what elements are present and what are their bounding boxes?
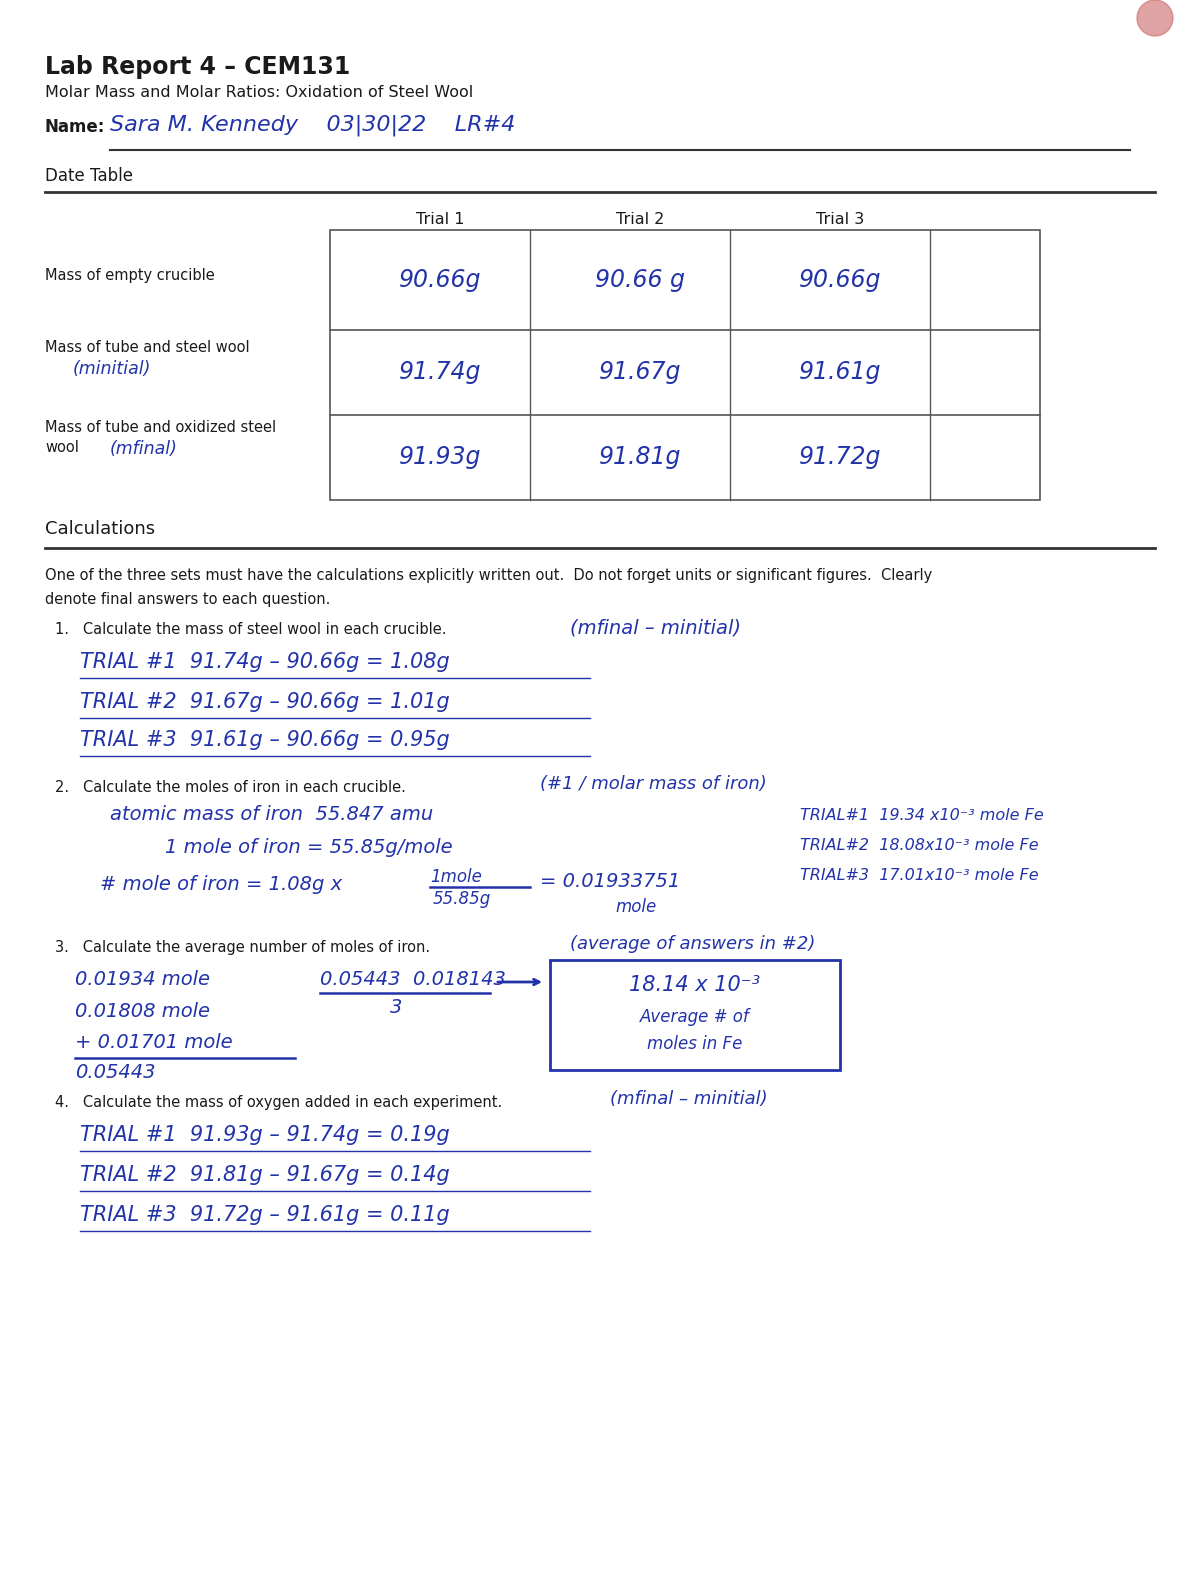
Text: Calculations: Calculations bbox=[46, 520, 155, 539]
Text: 91.93g: 91.93g bbox=[398, 445, 481, 469]
Text: TRIAL #2  91.67g – 90.66g = 1.01g: TRIAL #2 91.67g – 90.66g = 1.01g bbox=[80, 692, 450, 711]
Circle shape bbox=[1138, 0, 1174, 36]
Text: 1 mole of iron = 55.85g/mole: 1 mole of iron = 55.85g/mole bbox=[166, 838, 452, 857]
Text: TRIAL #1  91.93g – 91.74g = 0.19g: TRIAL #1 91.93g – 91.74g = 0.19g bbox=[80, 1125, 450, 1145]
Text: 90.66 g: 90.66 g bbox=[595, 268, 685, 291]
Text: + 0.01701 mole: + 0.01701 mole bbox=[74, 1033, 233, 1052]
Text: (average of answers in #2): (average of answers in #2) bbox=[570, 935, 815, 954]
Text: TRIAL#3  17.01x10⁻³ mole Fe: TRIAL#3 17.01x10⁻³ mole Fe bbox=[800, 868, 1039, 882]
Text: TRIAL#2  18.08x10⁻³ mole Fe: TRIAL#2 18.08x10⁻³ mole Fe bbox=[800, 838, 1039, 854]
Text: 90.66g: 90.66g bbox=[799, 268, 881, 291]
Text: Lab Report 4 – CEM131: Lab Report 4 – CEM131 bbox=[46, 55, 350, 79]
Text: (#1 / molar mass of iron): (#1 / molar mass of iron) bbox=[540, 775, 767, 794]
Text: Mass of tube and steel wool: Mass of tube and steel wool bbox=[46, 341, 250, 355]
Text: Molar Mass and Molar Ratios: Oxidation of Steel Wool: Molar Mass and Molar Ratios: Oxidation o… bbox=[46, 86, 473, 100]
Text: (mfinal – minitial): (mfinal – minitial) bbox=[610, 1090, 768, 1107]
Text: Average # of: Average # of bbox=[640, 1007, 750, 1026]
Text: (mfinal – minitial): (mfinal – minitial) bbox=[570, 618, 742, 637]
Text: 3: 3 bbox=[390, 998, 402, 1017]
Text: TRIAL #2  91.81g – 91.67g = 0.14g: TRIAL #2 91.81g – 91.67g = 0.14g bbox=[80, 1164, 450, 1185]
Text: TRIAL #3  91.72g – 91.61g = 0.11g: TRIAL #3 91.72g – 91.61g = 0.11g bbox=[80, 1205, 450, 1224]
Text: TRIAL #3  91.61g – 90.66g = 0.95g: TRIAL #3 91.61g – 90.66g = 0.95g bbox=[80, 730, 450, 749]
Text: 91.61g: 91.61g bbox=[799, 360, 881, 383]
Text: 91.81g: 91.81g bbox=[599, 445, 682, 469]
Text: 1.   Calculate the mass of steel wool in each crucible.: 1. Calculate the mass of steel wool in e… bbox=[55, 623, 446, 637]
Text: 90.66g: 90.66g bbox=[398, 268, 481, 291]
Text: 2.   Calculate the moles of iron in each crucible.: 2. Calculate the moles of iron in each c… bbox=[55, 779, 406, 795]
Text: TRIAL#1  19.34 x10⁻³ mole Fe: TRIAL#1 19.34 x10⁻³ mole Fe bbox=[800, 808, 1044, 824]
Text: Mass of tube and oxidized steel: Mass of tube and oxidized steel bbox=[46, 420, 276, 436]
Text: Trial 3: Trial 3 bbox=[816, 212, 864, 227]
Text: 1mole: 1mole bbox=[430, 868, 482, 885]
Bar bbox=[550, 960, 840, 1071]
Bar bbox=[330, 230, 1040, 501]
Text: 91.72g: 91.72g bbox=[799, 445, 881, 469]
Text: TRIAL #1  91.74g – 90.66g = 1.08g: TRIAL #1 91.74g – 90.66g = 1.08g bbox=[80, 653, 450, 672]
Text: denote final answers to each question.: denote final answers to each question. bbox=[46, 592, 330, 607]
Text: 0.01934 mole: 0.01934 mole bbox=[74, 969, 210, 988]
Text: One of the three sets must have the calculations explicitly written out.  Do not: One of the three sets must have the calc… bbox=[46, 569, 932, 583]
Text: # mole of iron = 1.08g x: # mole of iron = 1.08g x bbox=[100, 874, 342, 893]
Text: (minitial): (minitial) bbox=[73, 360, 151, 379]
Text: 55.85g: 55.85g bbox=[433, 890, 491, 908]
Text: atomic mass of iron  55.847 amu: atomic mass of iron 55.847 amu bbox=[110, 805, 433, 824]
Text: (mfinal): (mfinal) bbox=[110, 440, 178, 458]
Text: 91.74g: 91.74g bbox=[398, 360, 481, 383]
Text: Sara M. Kennedy    03|30|22    LR#4: Sara M. Kennedy 03|30|22 LR#4 bbox=[110, 114, 515, 136]
Text: = 0.01933751: = 0.01933751 bbox=[540, 873, 680, 890]
Text: 4.   Calculate the mass of oxygen added in each experiment.: 4. Calculate the mass of oxygen added in… bbox=[55, 1095, 503, 1110]
Text: mole: mole bbox=[616, 898, 656, 916]
Text: Date Table: Date Table bbox=[46, 166, 133, 185]
Text: moles in Fe: moles in Fe bbox=[647, 1034, 743, 1053]
Text: Name:: Name: bbox=[46, 117, 106, 136]
Text: 91.67g: 91.67g bbox=[599, 360, 682, 383]
Text: 3.   Calculate the average number of moles of iron.: 3. Calculate the average number of moles… bbox=[55, 939, 430, 955]
Text: Trial 1: Trial 1 bbox=[415, 212, 464, 227]
Text: Trial 2: Trial 2 bbox=[616, 212, 664, 227]
Text: 0.05443  0.018143: 0.05443 0.018143 bbox=[320, 969, 506, 988]
Text: 18.14 x 10⁻³: 18.14 x 10⁻³ bbox=[630, 976, 761, 995]
Text: wool: wool bbox=[46, 440, 79, 455]
Text: 0.01808 mole: 0.01808 mole bbox=[74, 1003, 210, 1022]
Text: Mass of empty crucible: Mass of empty crucible bbox=[46, 268, 215, 284]
Text: 0.05443: 0.05443 bbox=[74, 1063, 156, 1082]
